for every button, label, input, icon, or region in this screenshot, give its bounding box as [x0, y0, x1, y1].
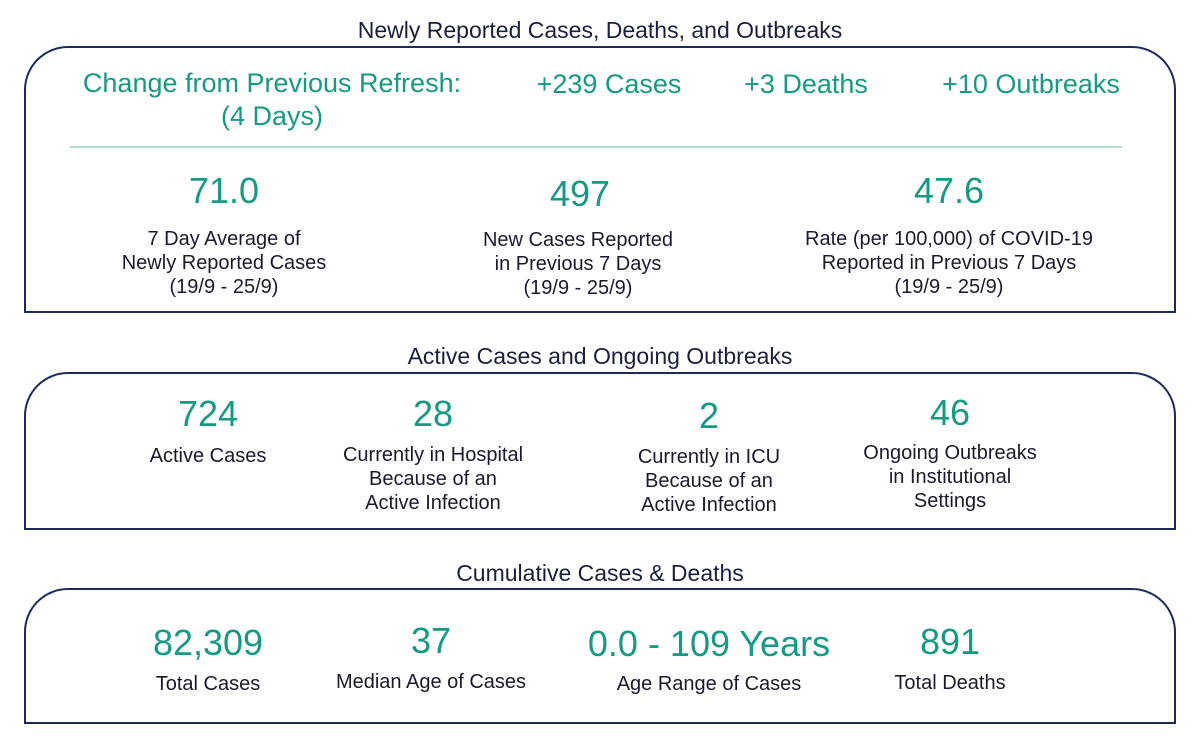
label-line: Median Age of Cases [335, 671, 527, 693]
change-label-line2: (4 Days) [220, 101, 324, 131]
median-age-value: 37 [410, 620, 452, 661]
label-line: Reported in Previous 7 Days [821, 252, 1077, 274]
median-age-label: Median Age of Cases [336, 670, 526, 694]
label-line: in Institutional [888, 466, 1012, 488]
new-cases-7-days-value: 497 [549, 173, 611, 214]
ongoing-outbreaks-label: Ongoing Outbreaks in Institutional Setti… [863, 441, 1036, 513]
label-line: Currently in ICU [637, 446, 781, 468]
label-line: in Previous 7 Days [494, 253, 662, 275]
cumulative-panel [24, 588, 1176, 724]
newly-reported-heading: Newly Reported Cases, Deaths, and Outbre… [357, 17, 843, 43]
label-line: Currently in Hospital [342, 444, 524, 466]
in-hospital-value: 28 [412, 393, 454, 434]
label-line: Rate (per 100,000) of COVID-19 [805, 228, 1093, 250]
total-cases-label: Total Cases [156, 672, 261, 696]
label-line: Ongoing Outbreaks [863, 442, 1037, 464]
label-line: Because of an [645, 470, 773, 492]
active-outbreaks-panel [24, 372, 1176, 530]
change-label-line1: Change from Previous Refresh: [82, 68, 462, 98]
section-divider [70, 146, 1122, 148]
label-line: New Cases Reported [482, 229, 674, 251]
active-cases-value: 724 [177, 393, 239, 434]
label-line: Total Deaths [894, 672, 1006, 694]
newly-reported-panel [24, 46, 1176, 313]
label-line: Active Cases [149, 445, 267, 467]
seven-day-average-value: 71.0 [188, 170, 260, 211]
total-deaths-label: Total Deaths [894, 671, 1005, 695]
label-line: (19/9 - 25/9) [169, 276, 279, 298]
label-line: (19/9 - 25/9) [523, 277, 633, 299]
label-line: Active Infection [365, 492, 501, 514]
change-outbreaks: +10 Outbreaks [942, 69, 1120, 99]
label-line: Active Infection [641, 494, 777, 516]
label-line: Settings [913, 490, 987, 512]
in-icu-label: Currently in ICU Because of an Active In… [638, 445, 780, 517]
total-cases-value: 82,309 [152, 622, 264, 663]
active-outbreaks-heading: Active Cases and Ongoing Outbreaks [407, 343, 793, 369]
new-cases-7-days-label: New Cases Reported in Previous 7 Days (1… [483, 228, 673, 300]
label-line: Total Cases [155, 673, 261, 695]
label-line: Newly Reported Cases [121, 252, 327, 274]
label-line: 7 Day Average of [147, 228, 301, 250]
change-deaths: +3 Deaths [744, 69, 868, 99]
in-hospital-label: Currently in Hospital Because of an Acti… [343, 443, 523, 515]
total-deaths-value: 891 [919, 621, 981, 662]
label-line: (19/9 - 25/9) [894, 276, 1004, 298]
age-range-label: Age Range of Cases [617, 672, 802, 696]
rate-per-100k-label: Rate (per 100,000) of COVID-19 Reported … [805, 227, 1093, 299]
rate-per-100k-value: 47.6 [913, 170, 985, 211]
label-line: Because of an [369, 468, 497, 490]
active-cases-label: Active Cases [150, 444, 267, 468]
ongoing-outbreaks-value: 46 [929, 392, 971, 433]
in-icu-value: 2 [698, 395, 720, 436]
age-range-value: 0.0 - 109 Years [587, 623, 831, 664]
change-cases: +239 Cases [536, 69, 682, 99]
cumulative-heading: Cumulative Cases & Deaths [456, 560, 744, 586]
label-line: Age Range of Cases [616, 673, 802, 695]
seven-day-average-label: 7 Day Average of Newly Reported Cases (1… [122, 227, 327, 299]
